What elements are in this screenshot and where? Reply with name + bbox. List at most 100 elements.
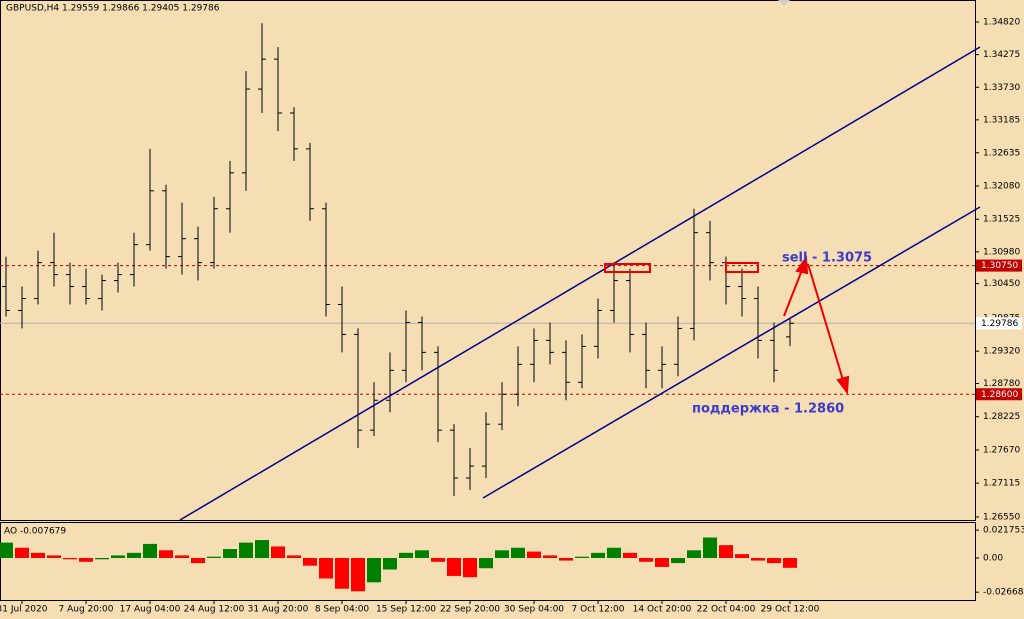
- ao-bar: [271, 546, 285, 558]
- ao-bar: [47, 555, 61, 558]
- ao-bar: [79, 557, 93, 562]
- y-tick-label: 1.28225: [983, 412, 1020, 422]
- channel-lower: [482, 206, 981, 499]
- price-label-box: [976, 317, 1022, 330]
- ao-bar: [143, 543, 157, 558]
- ao-bar: [255, 540, 269, 558]
- ao-bar: [495, 550, 509, 558]
- ao-bar: [671, 557, 685, 564]
- shift-marker: [778, 0, 790, 6]
- ao-bar: [207, 556, 221, 558]
- y-tick-label: 1.30980: [983, 247, 1020, 257]
- ao-bar: [639, 557, 653, 562]
- resistance-box: [604, 263, 651, 273]
- ao-bar: [559, 557, 573, 561]
- ao-bar: [0, 542, 13, 558]
- ao-bar: [511, 547, 525, 558]
- ao-bar: [303, 557, 317, 566]
- x-tick-label: 15 Sep 12:00: [376, 605, 436, 615]
- ao-bar: [63, 557, 77, 560]
- ao-bar: [415, 550, 429, 558]
- ao-bar: [783, 557, 797, 568]
- y-tick-label: 1.27115: [983, 479, 1020, 489]
- y-tick-label: 1.32635: [983, 148, 1020, 158]
- annotation: sell - 1.3075: [782, 251, 872, 266]
- ao-bar: [719, 545, 733, 558]
- x-tick-label: 29 Oct 12:00: [761, 605, 820, 615]
- ao-bar: [335, 557, 349, 589]
- y-tick-label: 1.28780: [983, 379, 1020, 389]
- x-tick-label: 30 Sep 04:00: [504, 605, 564, 615]
- y-tick-label: 1.27670: [983, 445, 1020, 455]
- y-tick-label: 0.00: [983, 553, 1003, 563]
- y-tick-label: -0.026684: [983, 588, 1024, 598]
- price-label: 1.30750: [981, 261, 1018, 271]
- ao-bar: [383, 557, 397, 570]
- chart-title: GBPUSD,H4 1.29559 1.29866 1.29405 1.2978…: [6, 4, 220, 14]
- y-tick-label: 1.32080: [983, 182, 1020, 192]
- x-tick-label: 7 Aug 20:00: [59, 605, 114, 615]
- ao-bar: [575, 556, 589, 558]
- y-tick-label: 1.34820: [983, 18, 1020, 28]
- x-tick-label: 24 Aug 12:00: [184, 605, 245, 615]
- ao-bar: [591, 552, 605, 558]
- y-tick-label: 1.33185: [983, 115, 1020, 125]
- ao-bar: [127, 552, 141, 558]
- ao-bar: [543, 555, 557, 558]
- price-label: 1.28600: [981, 390, 1018, 400]
- ao-bar: [239, 542, 253, 558]
- y-tick-label: 1.29320: [983, 347, 1020, 357]
- ao-bar: [223, 549, 237, 558]
- ao-bar: [431, 557, 445, 562]
- ao-bar: [703, 537, 717, 558]
- ao-bar: [159, 550, 173, 558]
- ao-bar: [655, 557, 669, 567]
- y-tick-label: 1.34275: [983, 50, 1020, 60]
- resistance-box: [725, 262, 759, 273]
- x-tick-label: 14 Oct 20:00: [633, 605, 692, 615]
- ao-bar: [351, 557, 365, 592]
- x-tick-label: 31 Jul 2020: [0, 605, 48, 615]
- main-frame: [0, 0, 976, 521]
- y-tick-label: 1.33730: [983, 83, 1020, 93]
- annotation: поддержка - 1.2860: [692, 402, 844, 417]
- x-tick-label: 17 Aug 04:00: [120, 605, 181, 615]
- x-tick-label: 31 Aug 20:00: [248, 605, 309, 615]
- ao-bar: [687, 550, 701, 558]
- indicator-label: AO -0.007679: [4, 527, 66, 537]
- ao-bar: [479, 557, 493, 569]
- ao-bar: [191, 557, 205, 564]
- ao-bar: [767, 557, 781, 564]
- y-tick-label: 1.31525: [983, 215, 1020, 225]
- ao-bar: [527, 551, 541, 558]
- plot: [0, 23, 975, 592]
- ao-bar: [463, 557, 477, 578]
- ao-bar: [399, 552, 413, 558]
- price-label-box: [976, 388, 1022, 401]
- x-tick-label: 22 Sep 20:00: [440, 605, 500, 615]
- ao-bar: [95, 557, 109, 560]
- ao-bar: [31, 552, 45, 558]
- ao-bar: [607, 547, 621, 558]
- ao-bar: [15, 547, 29, 558]
- x-tick-label: 8 Sep 04:00: [315, 605, 370, 615]
- price-label-box: [976, 259, 1022, 272]
- price-label: 1.29786: [981, 319, 1018, 329]
- indicator-frame: [0, 522, 976, 601]
- y-tick-label: 1.30450: [983, 279, 1020, 289]
- channel-upper: [179, 46, 981, 521]
- ao-bar: [751, 557, 765, 561]
- x-tick-label: 22 Oct 04:00: [697, 605, 756, 615]
- y-tick-label: 1.26550: [983, 512, 1020, 522]
- forecast-arrows: [783, 255, 850, 395]
- ao-bar: [735, 554, 749, 558]
- y-tick-label: 0.021753: [983, 526, 1024, 536]
- ao-bar: [367, 557, 381, 583]
- ao-bar: [623, 552, 637, 558]
- ao-bar: [447, 557, 461, 576]
- ao-bar: [175, 555, 189, 558]
- ao-bar: [287, 555, 301, 558]
- ao-bar: [319, 557, 333, 579]
